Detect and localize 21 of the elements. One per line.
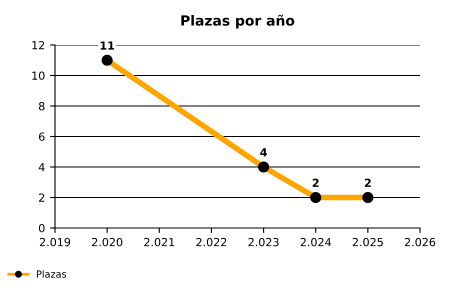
y-tick-label: 2 — [39, 193, 44, 202]
x-tick-label: 2.019 — [40, 238, 70, 246]
y-tick-label: 12 — [32, 40, 44, 50]
y-tick-label: 8 — [38, 102, 45, 110]
x-tick-label: 2.022 — [196, 238, 226, 246]
data-label: 2 — [364, 178, 371, 187]
data-label: 2 — [312, 178, 319, 187]
y-tick-label: 4 — [38, 163, 45, 172]
x-tick-label: 2.023 — [248, 238, 279, 246]
y-tick-label: 10 — [32, 71, 45, 80]
y-tick-label: 0 — [38, 224, 45, 232]
legend-label: Plazas — [36, 270, 66, 278]
data-label: 4 — [260, 148, 267, 156]
chart-title: Plazas por año — [181, 14, 294, 28]
y-tick-label: 6 — [38, 132, 45, 141]
x-tick-label: 2.025 — [352, 238, 383, 246]
x-tick-label: 2.024 — [300, 238, 331, 246]
x-tick-label: 2.021 — [144, 238, 174, 246]
x-tick-label: 2.020 — [92, 238, 122, 246]
x-tick-label: 2.026 — [404, 238, 436, 246]
data-label: 11 — [100, 42, 114, 50]
